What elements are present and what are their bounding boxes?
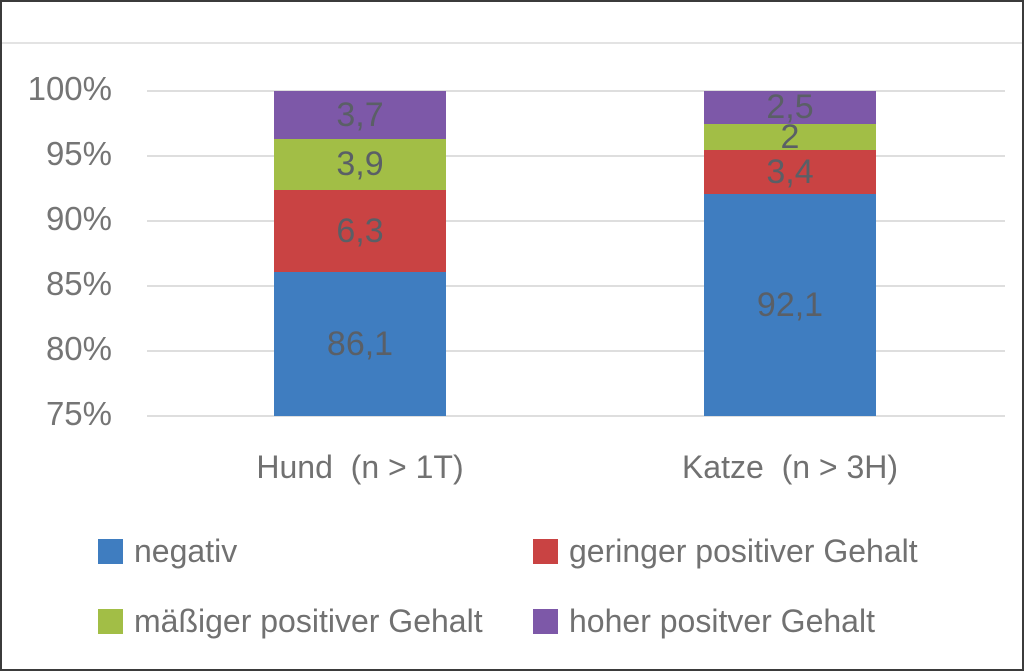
y-tick-85: 85% bbox=[45, 265, 112, 303]
segment-m-iger-positiver-gehalt-hund: 3,9 bbox=[274, 139, 446, 190]
category-label-hund: Hund (n > 1T) bbox=[256, 449, 464, 485]
data-label: 92,1 bbox=[756, 285, 824, 324]
legend-item-negativ: negativ bbox=[98, 526, 237, 576]
data-label: 3,7 bbox=[336, 96, 384, 135]
segment-m-iger-positiver-gehalt-katze: 2 bbox=[704, 120, 876, 154]
gridline-95 bbox=[147, 155, 1005, 157]
segment-hoher-positver-gehalt-hund: 3,7 bbox=[274, 91, 446, 140]
legend-label: negativ bbox=[134, 533, 238, 569]
gridline-100 bbox=[147, 90, 1005, 92]
data-label: 86,1 bbox=[326, 324, 394, 363]
data-label: 6,3 bbox=[336, 211, 384, 250]
gridline-90 bbox=[147, 220, 1005, 222]
segment-negativ-katze: 92,1 bbox=[704, 193, 876, 416]
y-tick-80: 80% bbox=[45, 330, 112, 368]
legend-label: geringer positiver Gehalt bbox=[569, 533, 918, 569]
segment-geringer-positiver-gehalt-hund: 6,3 bbox=[274, 189, 446, 272]
segment-hoher-positver-gehalt-katze: 2,5 bbox=[704, 88, 876, 127]
legend-label: hoher positver Gehalt bbox=[569, 603, 875, 639]
segment-geringer-positiver-gehalt-katze: 3,4 bbox=[704, 149, 876, 194]
legend-item-maessiger-positiver-gehalt: mäßiger positiver Gehalt bbox=[98, 596, 483, 646]
data-label: 3,4 bbox=[766, 152, 814, 191]
data-label: 3,9 bbox=[336, 145, 384, 184]
legend-item-geringer-positiver-gehalt: geringer positiver Gehalt bbox=[533, 526, 918, 576]
gridline-80 bbox=[147, 350, 1005, 352]
legend-label: mäßiger positiver Gehalt bbox=[134, 603, 483, 639]
legend-swatch-negativ bbox=[98, 538, 123, 564]
legend-item-hoher-positver-gehalt: hoher positver Gehalt bbox=[533, 596, 875, 646]
gridline-85 bbox=[147, 285, 1005, 287]
y-tick-90: 90% bbox=[45, 200, 112, 238]
bar-katze: 2,5 2 3,4 92,1 bbox=[704, 88, 876, 416]
y-tick-95: 95% bbox=[45, 135, 112, 173]
segment-negativ-hund: 86,1 bbox=[274, 271, 446, 416]
gridline-75 bbox=[147, 415, 1005, 417]
chart-top-divider bbox=[2, 42, 1022, 44]
y-tick-100: 100% bbox=[27, 70, 112, 108]
data-label: 2,5 bbox=[766, 88, 814, 127]
category-label-katze: Katze (n > 3H) bbox=[681, 449, 899, 485]
y-tick-75: 75% bbox=[45, 395, 112, 433]
legend-swatch-hoher-positver-gehalt bbox=[533, 608, 558, 634]
legend-swatch-geringer-positiver-gehalt bbox=[533, 538, 558, 564]
legend-swatch-maessiger-positiver-gehalt bbox=[98, 608, 123, 634]
bar-hund: 3,7 3,9 6,3 86,1 bbox=[274, 91, 446, 416]
data-label: 2 bbox=[780, 117, 800, 156]
